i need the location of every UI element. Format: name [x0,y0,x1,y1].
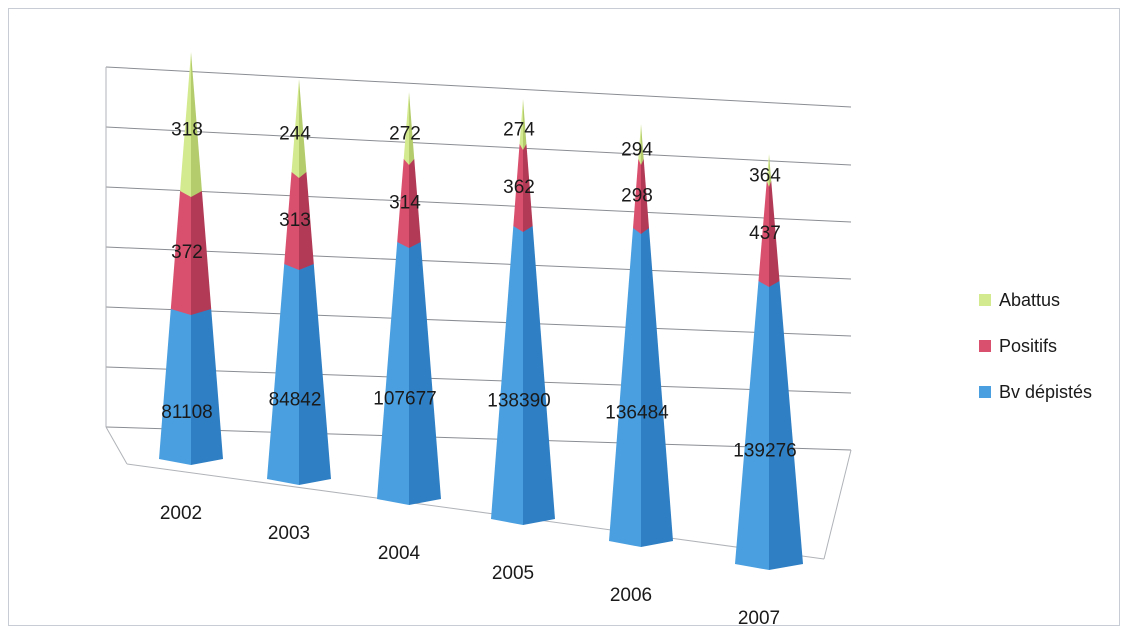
chart-frame: 81108 372 318 2002 84842 313 244 2003 107677 314 2… [8,8,1120,627]
pyramid-segment-shade-positifs-2005 [523,144,533,232]
gridline [105,366,852,394]
pyramid-segment-shade-bv-depistes-2004 [409,242,441,505]
legend-label-abattus: Abattus [999,289,1061,310]
pyramid-segment-bv-depistes-2003 [267,264,299,485]
data-label-bv-depistes-2003: 84842 [269,390,322,411]
pyramid-segment-shade-abattus-2005 [523,99,527,150]
pyramid-segment-abattus-2006 [638,124,641,165]
gridline [105,186,852,223]
pyramid-segment-positifs-2006 [633,159,641,234]
data-label-bv-depistes-2004: 107677 [373,389,436,410]
pyramid-segment-bv-depistes-2007 [735,281,769,570]
x-tick-label-2007: 2007 [738,608,780,627]
data-label-abattus-2007: 364 [749,166,781,187]
gridline [105,306,852,337]
gridline [105,126,852,166]
legend-swatch-abattus [979,294,991,306]
pyramid-segment-abattus-2004 [403,92,409,165]
gridline [105,246,852,280]
floor-left-edge [105,426,128,465]
data-label-positifs-2007: 437 [749,223,781,244]
legend-item-bv-depistes: Bv dépistés [979,379,1092,405]
legend-swatch-positifs [979,340,991,352]
data-label-positifs-2004: 314 [389,193,421,214]
legend-item-positifs: Positifs [979,333,1092,359]
pyramid-segment-positifs-2004 [397,159,409,248]
floor-front-edge [126,463,825,560]
data-label-bv-depistes-2005: 138390 [487,391,550,412]
pyramid-segment-shade-positifs-2006 [641,159,649,234]
x-tick-label-2003: 2003 [268,523,310,544]
pyramid-segment-shade-bv-depistes-2006 [641,228,673,547]
pyramid-segment-positifs-2002 [170,191,191,315]
pyramid-segment-bv-depistes-2004 [377,242,409,505]
pyramid-segment-shade-abattus-2003 [299,79,307,178]
pyramid-segment-shade-positifs-2007 [769,181,780,287]
pyramid-segment-bv-depistes-2002 [159,309,191,465]
pyramid-segment-positifs-2003 [284,172,299,270]
legend-item-abattus: Abattus [979,287,1092,313]
pyramid-segment-shade-bv-depistes-2005 [523,226,555,525]
pyramid-segment-shade-bv-depistes-2003 [299,264,331,485]
pyramid-segment-shade-bv-depistes-2002 [191,309,223,465]
pyramid-segment-shade-abattus-2006 [641,124,644,165]
legend: Abattus Positifs Bv dépistés [979,287,1092,425]
data-label-bv-depistes-2002: 81108 [161,402,212,423]
legend-label-positifs: Positifs [999,335,1058,356]
legend-label-bv-depistes: Bv dépistés [999,381,1093,402]
gridline [105,426,852,451]
pyramid-segment-positifs-2005 [513,144,523,232]
pyramid-segment-abattus-2007 [766,154,769,187]
data-label-abattus-2004: 272 [389,124,421,145]
pyramid-segment-shade-bv-depistes-2007 [769,281,803,570]
data-label-bv-depistes-2007: 139276 [733,441,796,462]
pyramid-segment-positifs-2007 [758,181,769,287]
pyramid-segment-shade-positifs-2003 [299,172,314,270]
pyramid-segment-abattus-2005 [519,99,523,150]
data-label-positifs-2002: 372 [171,242,203,263]
pyramid-segment-shade-positifs-2004 [409,159,421,248]
pyramid-segment-bv-depistes-2006 [609,228,641,547]
data-label-abattus-2005: 274 [503,120,535,141]
legend-swatch-bv-depistes [979,386,991,398]
pyramid-segment-bv-depistes-2005 [491,226,523,525]
pyramid-segment-shade-positifs-2002 [191,191,212,315]
pyramid-segment-abattus-2002 [180,52,191,197]
data-label-abattus-2006: 294 [621,140,653,161]
pyramid-segment-shade-abattus-2004 [409,92,415,165]
gridline [105,66,852,108]
data-label-positifs-2003: 313 [279,210,311,231]
x-tick-label-2004: 2004 [378,543,421,564]
pyramid-chart: 81108 372 318 2002 84842 313 244 2003 107677 314 2… [105,52,852,627]
x-tick-label-2006: 2006 [610,585,652,606]
x-tick-label-2002: 2002 [160,503,202,524]
pyramid-segment-shade-abattus-2002 [191,52,202,197]
data-label-positifs-2006: 298 [621,186,653,207]
data-label-abattus-2002: 318 [171,120,203,141]
x-tick-label-2005: 2005 [492,563,534,584]
data-label-bv-depistes-2006: 136484 [605,403,669,424]
data-label-abattus-2003: 244 [279,124,311,145]
floor-right-edge [823,449,852,560]
pyramid-segment-shade-abattus-2007 [769,154,772,187]
data-label-positifs-2005: 362 [503,177,535,198]
pyramid-segment-abattus-2003 [291,79,299,178]
